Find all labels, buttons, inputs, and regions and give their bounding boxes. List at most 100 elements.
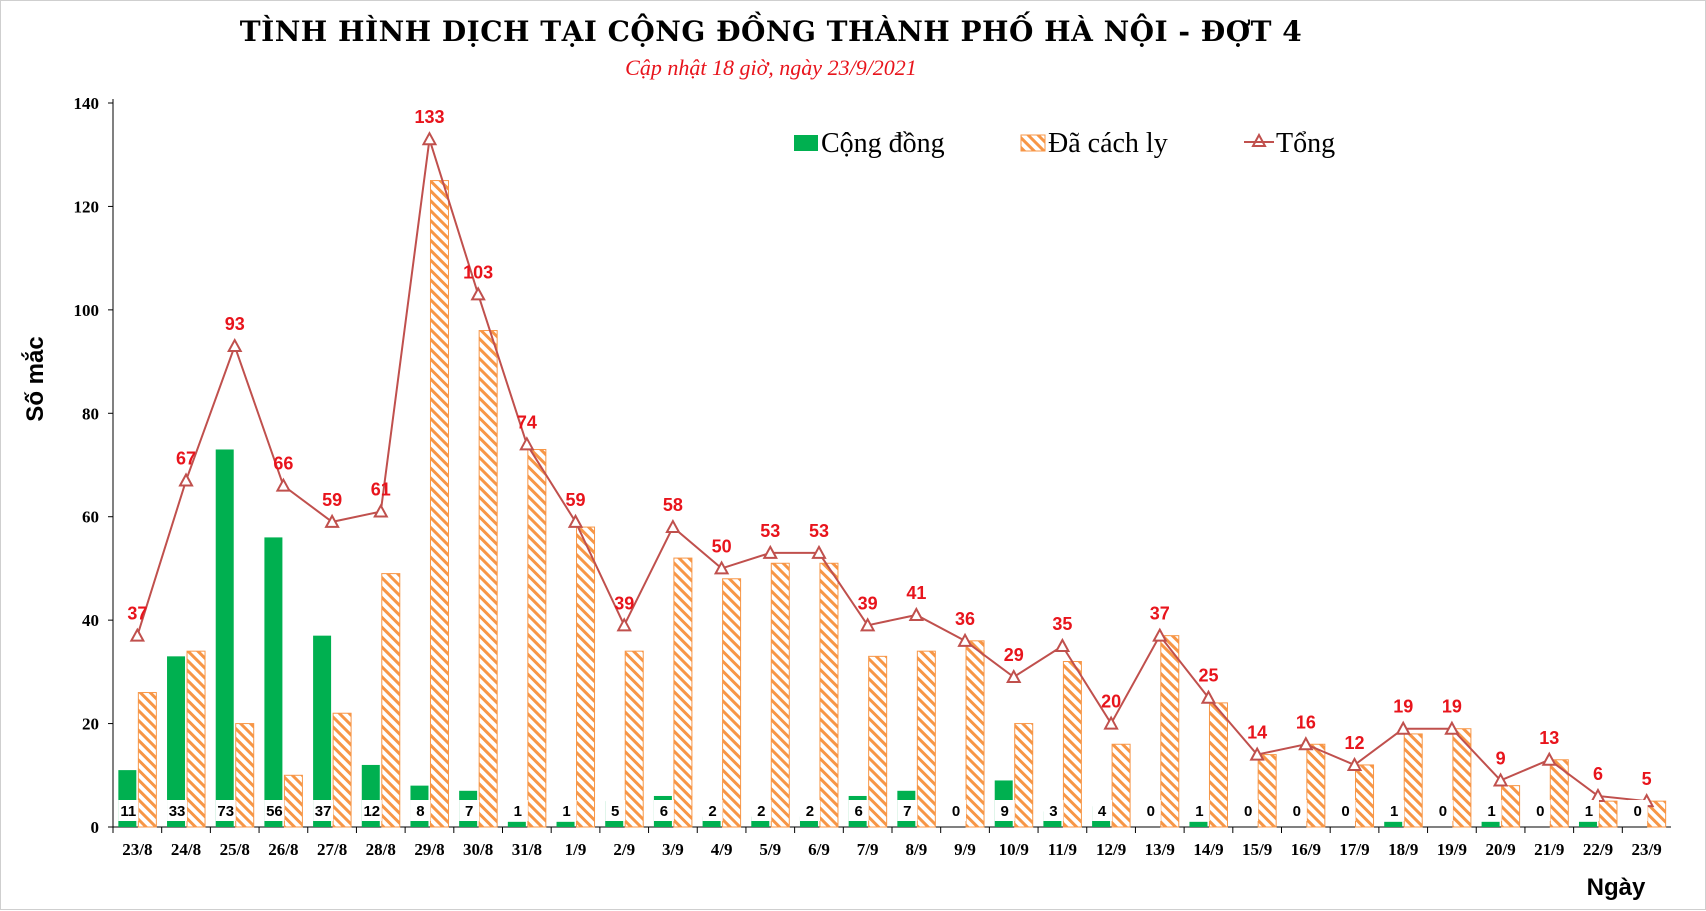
- community-value-label: 8: [416, 803, 424, 820]
- community-value-label: 0: [1293, 803, 1301, 820]
- x-tick-label: 31/8: [512, 840, 542, 859]
- community-value-label: 2: [806, 803, 814, 820]
- x-tick-label: 25/8: [220, 840, 250, 859]
- x-tick-label: 6/9: [808, 840, 830, 859]
- community-label-bg: [897, 800, 918, 821]
- community-label-bg: [556, 800, 577, 821]
- community-label-bg: [167, 800, 188, 821]
- x-tick-label: 29/8: [414, 840, 444, 859]
- chart-title: TÌNH HÌNH DỊCH TẠI CỘNG ĐỒNG THÀNH PHỐ H…: [239, 15, 1303, 48]
- x-tick-label: 28/8: [366, 840, 396, 859]
- bar-community: [313, 635, 332, 827]
- total-value-label: 74: [517, 412, 537, 432]
- bar-community: [215, 449, 234, 827]
- x-tick-label: 23/9: [1632, 840, 1662, 859]
- bar-isolated: [1452, 728, 1472, 828]
- total-value-label: 12: [1345, 733, 1365, 753]
- x-tick-label: 16/9: [1291, 840, 1321, 859]
- total-marker: [811, 544, 827, 559]
- community-label-bg: [994, 800, 1015, 821]
- bar-isolated: [1355, 764, 1375, 828]
- total-value-label: 59: [566, 490, 586, 510]
- total-marker: [859, 617, 876, 632]
- community-value-label: 9: [1001, 803, 1009, 820]
- community-value-label: 33: [169, 803, 186, 820]
- total-marker: [1249, 746, 1265, 761]
- bar-isolated: [235, 723, 255, 828]
- community-value-label: 1: [514, 803, 522, 820]
- total-marker: [1006, 668, 1022, 684]
- y-tick-label: 80: [82, 404, 99, 423]
- total-marker: [1103, 715, 1119, 730]
- x-tick-label: 4/9: [711, 840, 733, 859]
- bar-isolated: [283, 774, 303, 828]
- total-value-label: 6: [1593, 764, 1603, 784]
- total-marker: [470, 286, 486, 301]
- community-label-bg: [653, 800, 674, 821]
- bar-isolated: [819, 562, 839, 828]
- community-label-bg: [1530, 800, 1551, 821]
- community-label-bg: [1627, 800, 1648, 821]
- total-value-label: 29: [1004, 645, 1024, 665]
- x-tick-label: 26/8: [268, 840, 298, 859]
- total-value-label: 103: [463, 262, 493, 282]
- bar-isolated: [1598, 800, 1618, 828]
- bar-isolated: [381, 573, 401, 828]
- total-value-label: 5: [1642, 769, 1652, 789]
- total-value-label: 14: [1247, 723, 1267, 743]
- total-marker: [762, 544, 778, 559]
- x-tick-label: 23/8: [122, 840, 152, 859]
- bar-isolated: [1062, 661, 1082, 828]
- community-value-label: 11: [120, 803, 136, 820]
- community-label-bg: [1432, 800, 1453, 821]
- chart-subtitle: Cập nhật 18 giờ, ngày 23/9/2021: [625, 55, 917, 80]
- community-value-label: 73: [217, 803, 234, 820]
- total-value-label: 67: [176, 449, 196, 469]
- total-value-label: 39: [614, 593, 634, 613]
- total-value-label: 19: [1393, 697, 1413, 717]
- bar-isolated: [1111, 743, 1131, 828]
- total-marker: [421, 131, 438, 146]
- total-value-label: 19: [1442, 697, 1462, 717]
- total-value-label: 53: [809, 521, 829, 541]
- legend-label-isolated: Đã cách ly: [1048, 128, 1168, 159]
- community-label-bg: [1578, 800, 1599, 821]
- total-marker: [908, 606, 925, 621]
- total-marker: [616, 617, 632, 632]
- x-tick-label: 3/9: [662, 840, 684, 859]
- community-value-label: 0: [1439, 803, 1447, 820]
- y-tick-label: 120: [74, 197, 100, 216]
- total-value-label: 66: [273, 454, 293, 474]
- community-value-label: 7: [465, 803, 473, 820]
- x-tick-label: 8/9: [905, 840, 927, 859]
- community-value-label: 6: [854, 803, 862, 820]
- x-tick-label: 17/9: [1339, 840, 1369, 859]
- bar-isolated: [527, 448, 547, 828]
- x-tick-label: 21/9: [1534, 840, 1564, 859]
- community-value-label: 4: [1098, 803, 1107, 820]
- community-label-bg: [751, 800, 772, 821]
- total-value-label: 13: [1539, 728, 1559, 748]
- bar-community: [167, 656, 186, 827]
- community-value-label: 0: [1633, 803, 1641, 820]
- x-tick-label: 5/9: [759, 840, 781, 859]
- legend: Cộng đồng Đã cách ly Tổng: [794, 128, 1335, 159]
- community-label-bg: [848, 800, 869, 821]
- bar-isolated: [965, 640, 985, 828]
- legend-marker-total: [1251, 132, 1267, 147]
- x-tick-label: 14/9: [1193, 840, 1223, 859]
- total-marker: [324, 513, 340, 528]
- x-tick-label: 20/9: [1485, 840, 1515, 859]
- community-value-label: 1: [1195, 803, 1203, 820]
- bar-isolated: [478, 330, 498, 828]
- community-label-bg: [1140, 800, 1161, 821]
- total-value-label: 39: [858, 593, 878, 613]
- bar-community: [702, 816, 721, 827]
- x-tick-label: 15/9: [1242, 840, 1272, 859]
- x-tick-label: 2/9: [613, 840, 635, 859]
- total-marker: [519, 436, 535, 451]
- legend-swatch-community: [794, 135, 818, 151]
- bar-isolated: [770, 562, 790, 828]
- x-tick-label: 24/8: [171, 840, 201, 859]
- total-value-label: 50: [712, 536, 732, 556]
